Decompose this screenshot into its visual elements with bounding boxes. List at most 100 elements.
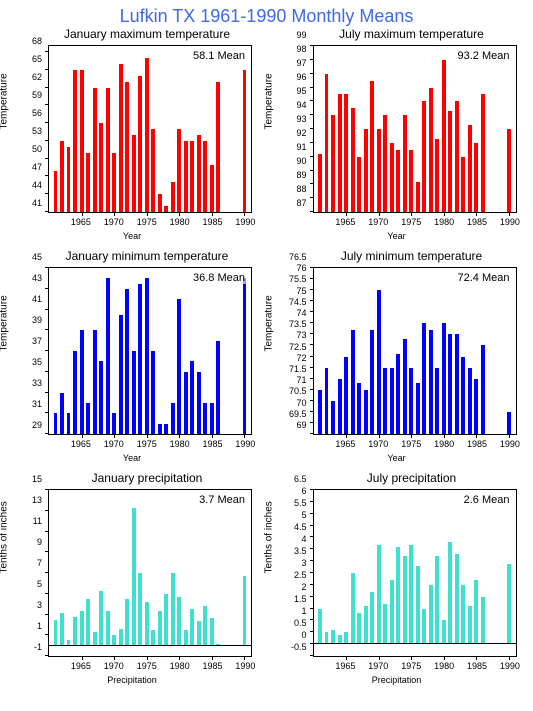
y-tick-label: 68 [32, 36, 42, 46]
bar [383, 368, 387, 434]
y-tick-label: 95 [296, 86, 306, 96]
bar [60, 141, 64, 212]
x-tick-label: 1985 [203, 439, 223, 449]
y-tick-label: 4 [301, 534, 306, 544]
panel-title: July maximum temperature [301, 27, 523, 41]
bar [132, 351, 136, 434]
y-tick-label: 94 [296, 100, 306, 110]
bar [190, 141, 194, 212]
y-tick-label: 50 [32, 144, 42, 154]
bar [171, 403, 175, 434]
x-tick-label: 1975 [401, 217, 421, 227]
panel-title: January precipitation [36, 471, 258, 485]
bar [481, 345, 485, 434]
y-tick-label: 69 [296, 420, 306, 430]
bar [390, 580, 394, 644]
bar [331, 401, 335, 434]
bar [210, 403, 214, 434]
bar [468, 368, 472, 434]
bar [370, 592, 374, 644]
bar [177, 299, 181, 434]
mean-label: 36.8 Mean [191, 272, 247, 284]
chart-area: 93.2 Mean [313, 45, 517, 213]
bar [435, 139, 439, 212]
bar [164, 594, 168, 646]
bar [73, 70, 77, 212]
y-tick-label: 90 [296, 156, 306, 166]
bar [442, 60, 446, 212]
y-tick-label: 35 [32, 357, 42, 367]
bar [377, 290, 381, 434]
bar [184, 141, 188, 212]
chart-panel: July precipitation2.6 Mean-0.500.511.522… [271, 471, 523, 685]
bar [390, 368, 394, 434]
bar [422, 101, 426, 212]
bar [164, 206, 168, 212]
y-tick-label: 89 [296, 170, 306, 180]
bar [243, 278, 247, 434]
bar [132, 508, 136, 646]
bar [338, 94, 342, 212]
y-tick-label: 5.5 [294, 498, 307, 508]
x-tick-label: 1965 [335, 661, 355, 671]
bars-container [49, 490, 251, 656]
y-axis-label: Temperature [0, 73, 10, 129]
bar [106, 88, 110, 213]
x-tick-label: 1965 [335, 439, 355, 449]
bar [99, 591, 103, 646]
x-tick-label: 1975 [401, 661, 421, 671]
bar [442, 323, 446, 434]
mean-label: 93.2 Mean [456, 50, 512, 62]
y-tick-label: 73.5 [289, 319, 307, 329]
y-tick-label: 70 [296, 398, 306, 408]
y-tick-label: 5 [301, 510, 306, 520]
bar [86, 153, 90, 212]
panel-title: July precipitation [301, 471, 523, 485]
bar [331, 630, 335, 644]
bar [99, 361, 103, 434]
x-tick-label: 1980 [170, 439, 190, 449]
bar [67, 147, 71, 212]
y-tick-label: 15 [32, 474, 42, 484]
mean-label: 58.1 Mean [191, 50, 247, 62]
x-tick-label: 1965 [71, 661, 91, 671]
bar [151, 630, 155, 646]
bar [370, 330, 374, 434]
y-tick-label: 59 [32, 90, 42, 100]
bar [151, 129, 155, 212]
bar [138, 76, 142, 212]
bar [164, 424, 168, 434]
bar [203, 606, 207, 645]
bar [318, 390, 322, 434]
bar [507, 129, 511, 212]
panel-title: January maximum temperature [36, 27, 258, 41]
chart-area: 36.8 Mean [48, 267, 252, 435]
bar [151, 351, 155, 434]
bar [132, 135, 136, 212]
bar [364, 390, 368, 434]
bar [455, 334, 459, 434]
bar [318, 609, 322, 645]
bar [99, 123, 103, 212]
y-tick-label: 76.5 [289, 252, 307, 262]
y-tick-label: 3.5 [294, 546, 307, 556]
y-tick-label: 0.5 [294, 618, 307, 628]
x-tick-label: 1985 [203, 661, 223, 671]
bar [145, 58, 149, 212]
x-tick-label: 1990 [500, 217, 520, 227]
bar [474, 143, 478, 212]
chart-area: 58.1 Mean [48, 45, 252, 213]
bar [377, 545, 381, 645]
y-tick-label: 75.5 [289, 274, 307, 284]
bar [197, 372, 201, 434]
chart-grid: January maximum temperature58.1 Mean4144… [0, 27, 533, 691]
y-tick-label: 92 [296, 128, 306, 138]
bar [396, 547, 400, 644]
bar [507, 564, 511, 645]
bar [351, 573, 355, 644]
y-tick-label: 53 [32, 126, 42, 136]
bar [80, 330, 84, 434]
bar [481, 597, 485, 644]
y-axis-label: Tenths of inches [0, 501, 10, 573]
bar [54, 620, 58, 646]
